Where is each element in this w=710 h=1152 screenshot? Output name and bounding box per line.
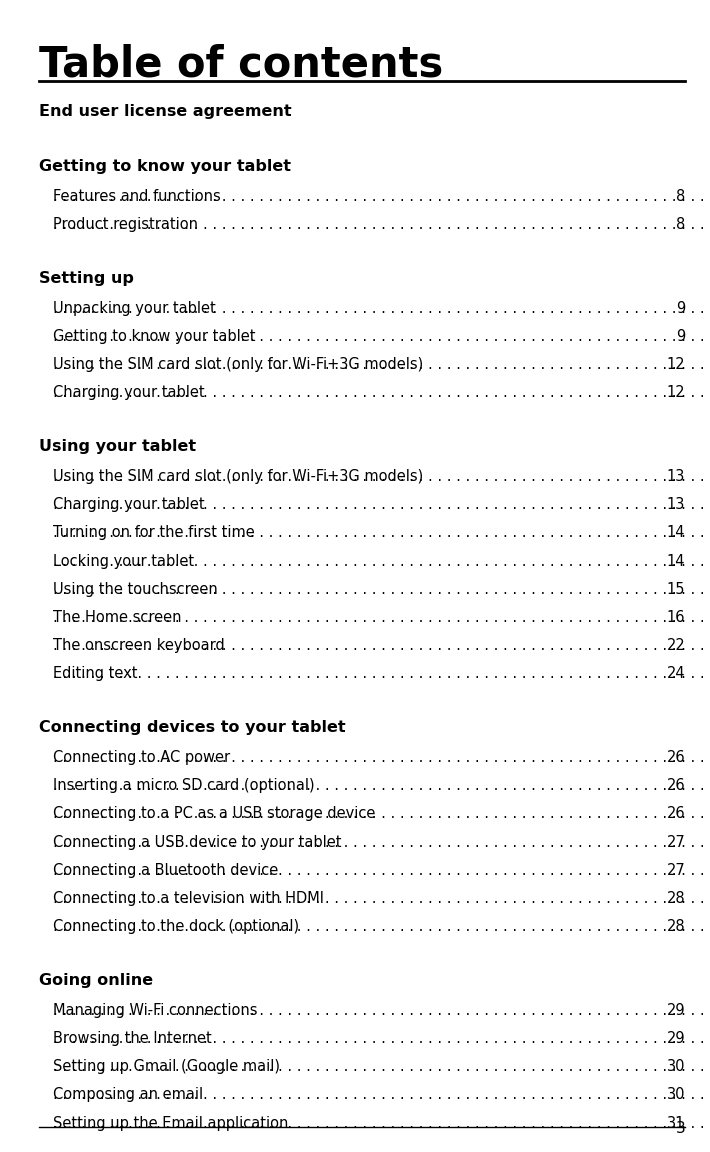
Text: . . . . . . . . . . . . . . . . . . . . . . . . . . . . . . . . . . . . . . . . : . . . . . . . . . . . . . . . . . . . . … <box>53 1116 710 1131</box>
Text: . . . . . . . . . . . . . . . . . . . . . . . . . . . . . . . . . . . . . . . . : . . . . . . . . . . . . . . . . . . . . … <box>53 525 710 540</box>
Text: . . . . . . . . . . . . . . . . . . . . . . . . . . . . . . . . . . . . . . . . : . . . . . . . . . . . . . . . . . . . . … <box>53 329 710 344</box>
Text: . . . . . . . . . . . . . . . . . . . . . . . . . . . . . . . . . . . . . . . . : . . . . . . . . . . . . . . . . . . . . … <box>53 892 710 907</box>
Text: Setting up: Setting up <box>39 271 134 286</box>
Text: Table of contents: Table of contents <box>39 44 443 85</box>
Text: 30: 30 <box>667 1060 685 1075</box>
Text: . . . . . . . . . . . . . . . . . . . . . . . . . . . . . . . . . . . . . . . . : . . . . . . . . . . . . . . . . . . . . … <box>53 469 710 484</box>
Text: 26: 26 <box>667 779 685 794</box>
Text: 12: 12 <box>667 357 685 372</box>
Text: Connecting a USB device to your tablet: Connecting a USB device to your tablet <box>53 835 342 850</box>
Text: Charging your tablet: Charging your tablet <box>53 498 205 513</box>
Text: 8: 8 <box>676 218 685 233</box>
Text: . . . . . . . . . . . . . . . . . . . . . . . . . . . . . . . . . . . . . . . . : . . . . . . . . . . . . . . . . . . . . … <box>53 498 710 513</box>
Text: . . . . . . . . . . . . . . . . . . . . . . . . . . . . . . . . . . . . . . . . : . . . . . . . . . . . . . . . . . . . . … <box>53 582 710 597</box>
Text: Getting to know your tablet: Getting to know your tablet <box>39 159 291 174</box>
Text: Connecting to a PC as a USB storage device: Connecting to a PC as a USB storage devi… <box>53 806 376 821</box>
Text: 28: 28 <box>667 892 685 907</box>
Text: . . . . . . . . . . . . . . . . . . . . . . . . . . . . . . . . . . . . . . . . : . . . . . . . . . . . . . . . . . . . . … <box>53 386 710 401</box>
Text: . . . . . . . . . . . . . . . . . . . . . . . . . . . . . . . . . . . . . . . . : . . . . . . . . . . . . . . . . . . . . … <box>53 638 710 653</box>
Text: 15: 15 <box>667 582 685 597</box>
Text: 14: 14 <box>667 525 685 540</box>
Text: 31: 31 <box>667 1116 685 1131</box>
Text: Editing text: Editing text <box>53 667 138 682</box>
Text: Going online: Going online <box>39 973 153 988</box>
Text: Composing an email: Composing an email <box>53 1087 203 1102</box>
Text: 27: 27 <box>667 835 685 850</box>
Text: 22: 22 <box>667 638 685 653</box>
Text: Using the SIM card slot (only for Wi-Fi+3G models): Using the SIM card slot (only for Wi-Fi+… <box>53 469 423 484</box>
Text: . . . . . . . . . . . . . . . . . . . . . . . . . . . . . . . . . . . . . . . . : . . . . . . . . . . . . . . . . . . . . … <box>53 1031 710 1046</box>
Text: 14: 14 <box>667 554 685 569</box>
Text: . . . . . . . . . . . . . . . . . . . . . . . . . . . . . . . . . . . . . . . . : . . . . . . . . . . . . . . . . . . . . … <box>53 1087 710 1102</box>
Text: The onscreen keyboard: The onscreen keyboard <box>53 638 225 653</box>
Text: . . . . . . . . . . . . . . . . . . . . . . . . . . . . . . . . . . . . . . . . : . . . . . . . . . . . . . . . . . . . . … <box>53 779 710 794</box>
Text: Managing Wi-Fi connections: Managing Wi-Fi connections <box>53 1003 258 1018</box>
Text: Setting up the Email application: Setting up the Email application <box>53 1116 289 1131</box>
Text: 29: 29 <box>667 1003 685 1018</box>
Text: Browsing the Internet: Browsing the Internet <box>53 1031 212 1046</box>
Text: Connecting a Bluetooth device: Connecting a Bluetooth device <box>53 863 278 878</box>
Text: Features and functions: Features and functions <box>53 189 221 204</box>
Text: 13: 13 <box>667 498 685 513</box>
Text: 26: 26 <box>667 806 685 821</box>
Text: 24: 24 <box>667 667 685 682</box>
Text: 9: 9 <box>676 329 685 344</box>
Text: . . . . . . . . . . . . . . . . . . . . . . . . . . . . . . . . . . . . . . . . : . . . . . . . . . . . . . . . . . . . . … <box>53 357 710 372</box>
Text: 3: 3 <box>675 1121 685 1136</box>
Text: 29: 29 <box>667 1031 685 1046</box>
Text: 8: 8 <box>676 189 685 204</box>
Text: . . . . . . . . . . . . . . . . . . . . . . . . . . . . . . . . . . . . . . . . : . . . . . . . . . . . . . . . . . . . . … <box>53 218 710 233</box>
Text: 9: 9 <box>676 301 685 316</box>
Text: Using the touchscreen: Using the touchscreen <box>53 582 218 597</box>
Text: Charging your tablet: Charging your tablet <box>53 386 205 401</box>
Text: Locking your tablet: Locking your tablet <box>53 554 195 569</box>
Text: . . . . . . . . . . . . . . . . . . . . . . . . . . . . . . . . . . . . . . . . : . . . . . . . . . . . . . . . . . . . . … <box>53 806 710 821</box>
Text: Product registration: Product registration <box>53 218 198 233</box>
Text: . . . . . . . . . . . . . . . . . . . . . . . . . . . . . . . . . . . . . . . . : . . . . . . . . . . . . . . . . . . . . … <box>53 750 710 765</box>
Text: Getting to know your tablet: Getting to know your tablet <box>53 329 256 344</box>
Text: 12: 12 <box>667 386 685 401</box>
Text: . . . . . . . . . . . . . . . . . . . . . . . . . . . . . . . . . . . . . . . . : . . . . . . . . . . . . . . . . . . . . … <box>53 863 710 878</box>
Text: 16: 16 <box>667 611 685 626</box>
Text: . . . . . . . . . . . . . . . . . . . . . . . . . . . . . . . . . . . . . . . . : . . . . . . . . . . . . . . . . . . . . … <box>53 1003 710 1018</box>
Text: Connecting to a television with HDMI: Connecting to a television with HDMI <box>53 892 324 907</box>
Text: 26: 26 <box>667 750 685 765</box>
Text: . . . . . . . . . . . . . . . . . . . . . . . . . . . . . . . . . . . . . . . . : . . . . . . . . . . . . . . . . . . . . … <box>53 667 710 682</box>
Text: Using your tablet: Using your tablet <box>39 439 196 454</box>
Text: Unpacking your tablet: Unpacking your tablet <box>53 301 216 316</box>
Text: . . . . . . . . . . . . . . . . . . . . . . . . . . . . . . . . . . . . . . . . : . . . . . . . . . . . . . . . . . . . . … <box>53 611 710 626</box>
Text: End user license agreement: End user license agreement <box>39 104 292 119</box>
Text: . . . . . . . . . . . . . . . . . . . . . . . . . . . . . . . . . . . . . . . . : . . . . . . . . . . . . . . . . . . . . … <box>53 919 710 934</box>
Text: Connecting to the dock (optional): Connecting to the dock (optional) <box>53 919 300 934</box>
Text: . . . . . . . . . . . . . . . . . . . . . . . . . . . . . . . . . . . . . . . . : . . . . . . . . . . . . . . . . . . . . … <box>53 189 710 204</box>
Text: Connecting to AC power: Connecting to AC power <box>53 750 230 765</box>
Text: . . . . . . . . . . . . . . . . . . . . . . . . . . . . . . . . . . . . . . . . : . . . . . . . . . . . . . . . . . . . . … <box>53 835 710 850</box>
Text: 28: 28 <box>667 919 685 934</box>
Text: . . . . . . . . . . . . . . . . . . . . . . . . . . . . . . . . . . . . . . . . : . . . . . . . . . . . . . . . . . . . . … <box>53 554 710 569</box>
Text: Setting up Gmail (Google mail): Setting up Gmail (Google mail) <box>53 1060 280 1075</box>
Text: Using the SIM card slot (only for Wi-Fi+3G models): Using the SIM card slot (only for Wi-Fi+… <box>53 357 423 372</box>
Text: . . . . . . . . . . . . . . . . . . . . . . . . . . . . . . . . . . . . . . . . : . . . . . . . . . . . . . . . . . . . . … <box>53 1060 710 1075</box>
Text: 27: 27 <box>667 863 685 878</box>
Text: 13: 13 <box>667 469 685 484</box>
Text: The Home screen: The Home screen <box>53 611 182 626</box>
Text: Inserting a micro SD card (optional): Inserting a micro SD card (optional) <box>53 779 315 794</box>
Text: . . . . . . . . . . . . . . . . . . . . . . . . . . . . . . . . . . . . . . . . : . . . . . . . . . . . . . . . . . . . . … <box>53 301 710 316</box>
Text: 30: 30 <box>667 1087 685 1102</box>
Text: Turning on for the first time: Turning on for the first time <box>53 525 255 540</box>
Text: Connecting devices to your tablet: Connecting devices to your tablet <box>39 720 346 735</box>
